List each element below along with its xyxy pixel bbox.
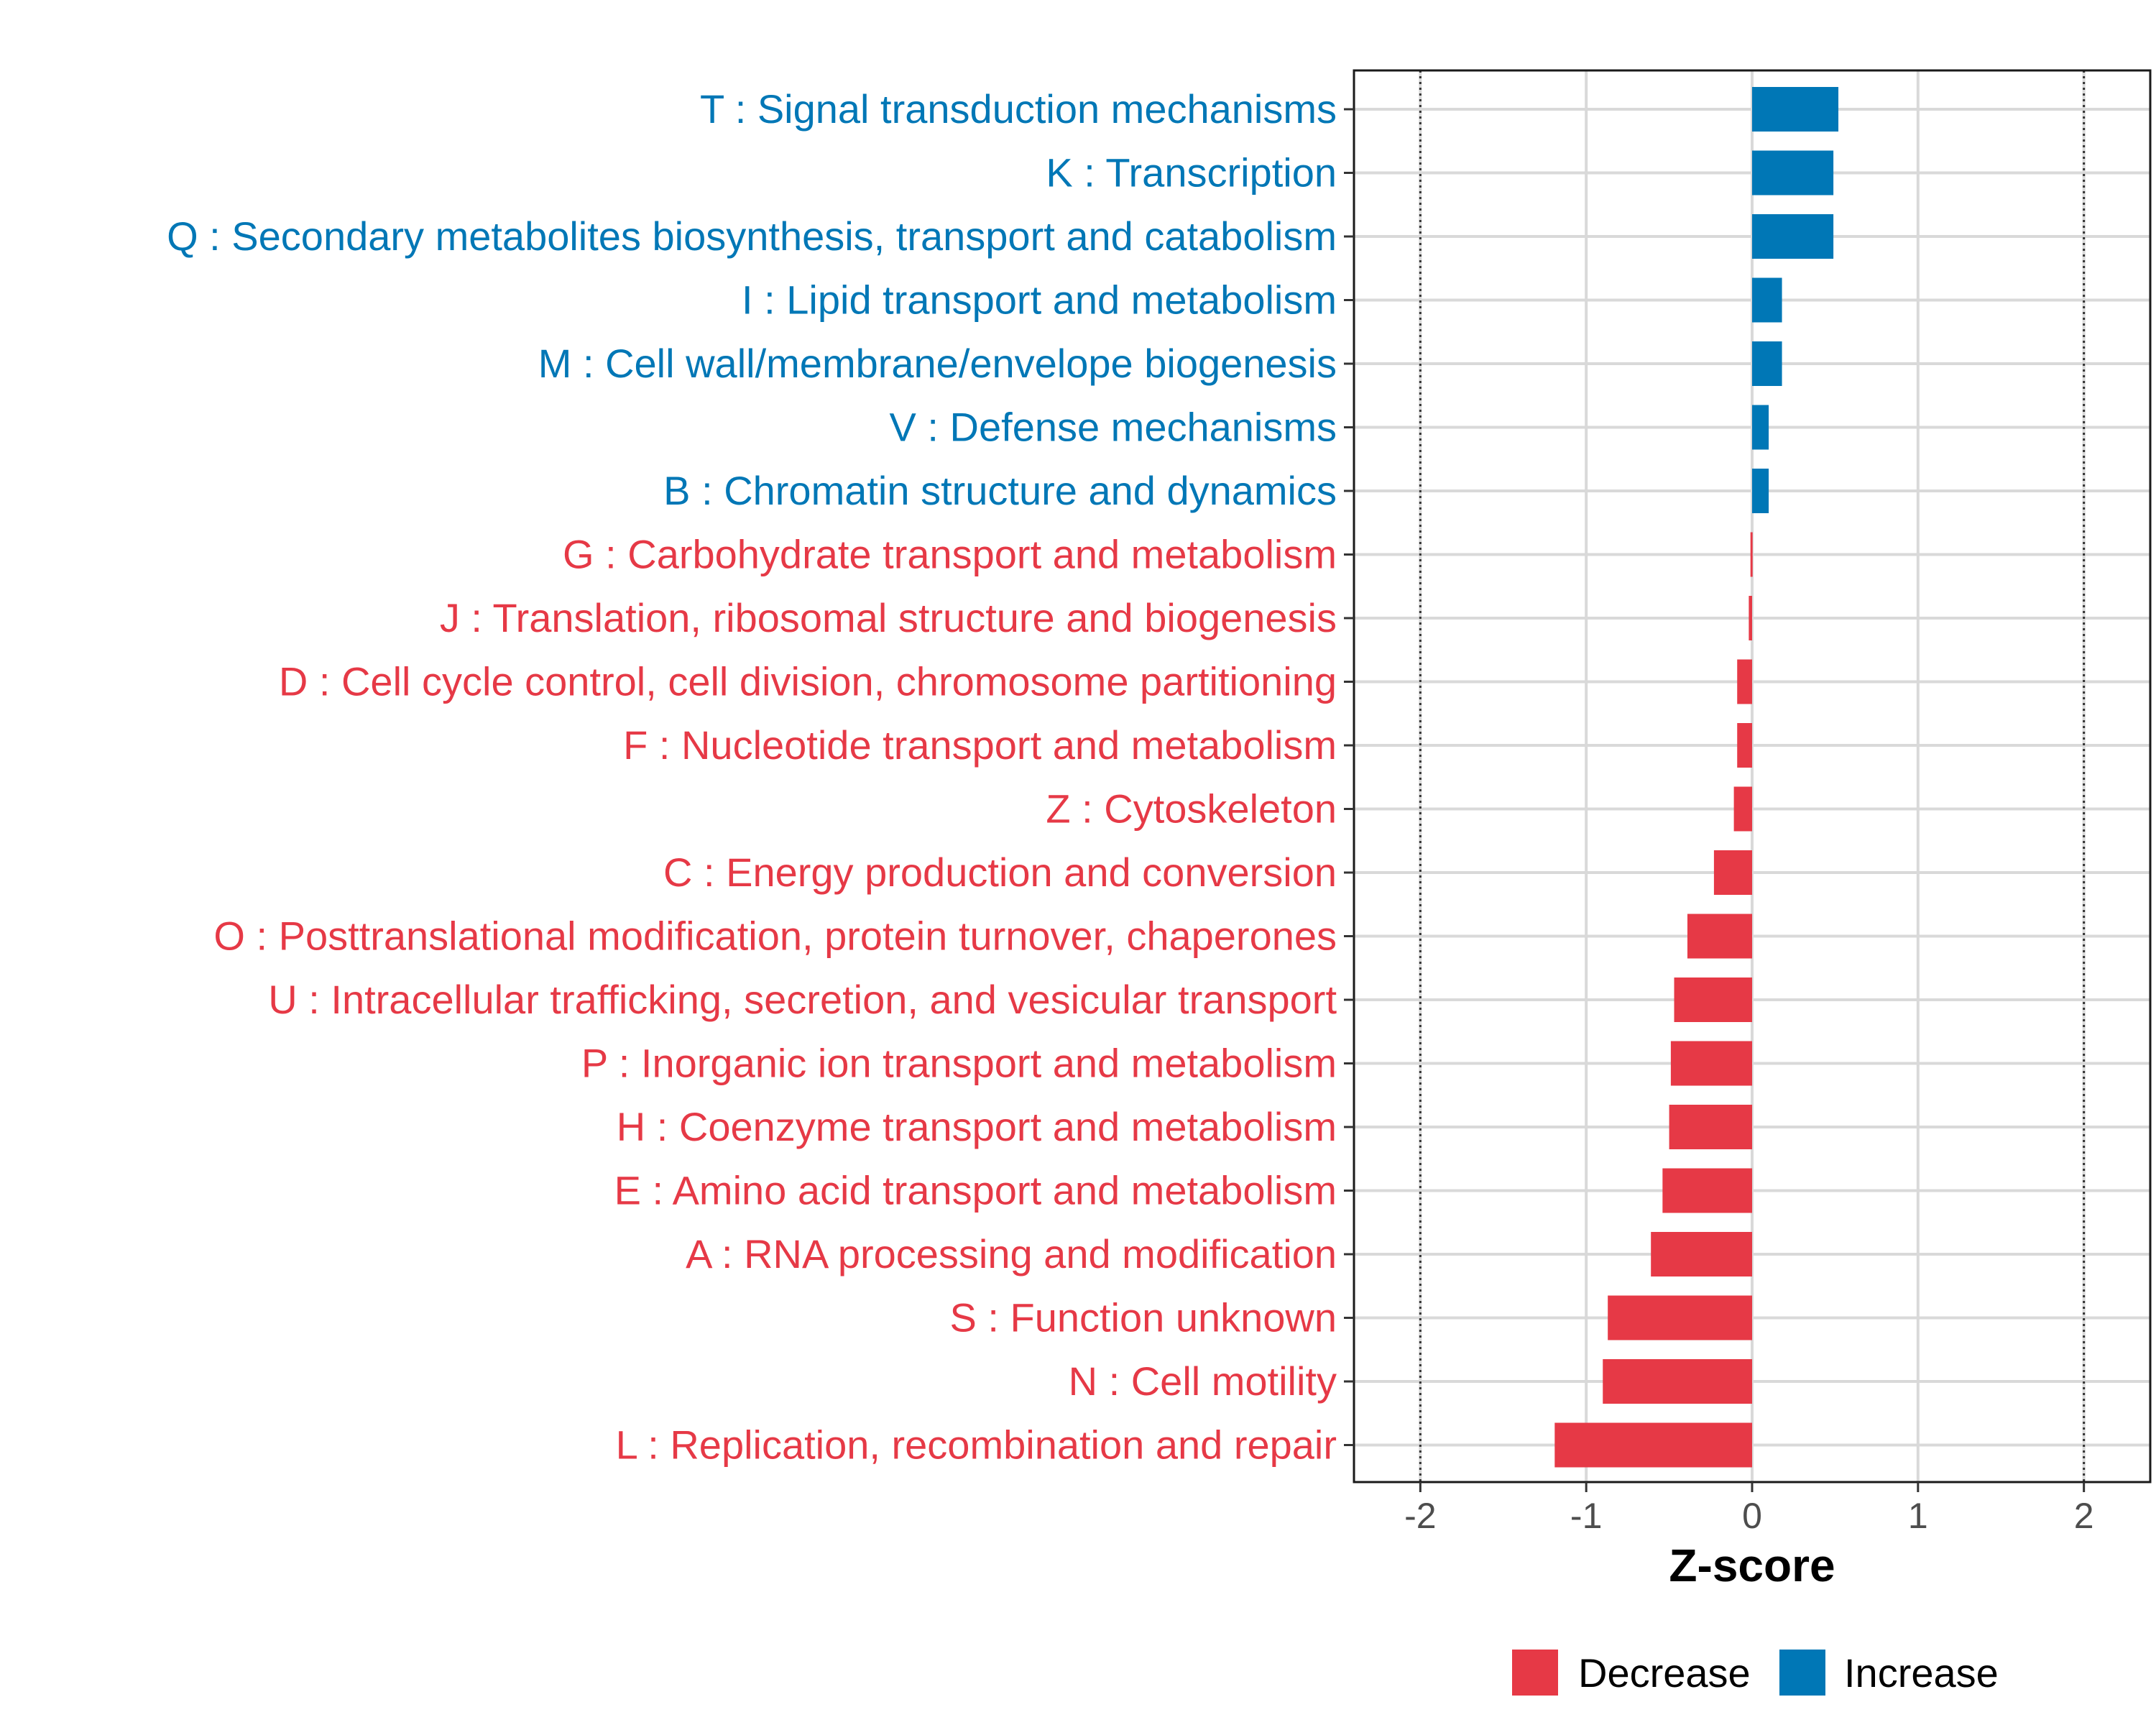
x-axis-title: Z-score (1669, 1540, 1835, 1591)
legend-label-decrease: Decrease (1578, 1650, 1751, 1696)
category-label: K : Transcription (1046, 150, 1337, 196)
legend-label-increase: Increase (1844, 1650, 1999, 1696)
category-label: F : Nucleotide transport and metabolism (623, 722, 1337, 768)
category-label: M : Cell wall/membrane/envelope biogenes… (538, 341, 1337, 386)
bar (1651, 1232, 1752, 1276)
legend-swatch-increase (1779, 1650, 1825, 1696)
bar (1662, 1168, 1752, 1213)
x-tick-label: 1 (1908, 1496, 1928, 1536)
category-label: I : Lipid transport and metabolism (742, 277, 1337, 323)
bar (1749, 596, 1752, 640)
category-label: A : RNA processing and modification (686, 1231, 1337, 1276)
x-tick-label: -2 (1404, 1496, 1436, 1536)
bar (1752, 341, 1782, 386)
bar (1752, 150, 1834, 196)
category-label: Z : Cytoskeleton (1046, 786, 1337, 832)
bar (1750, 532, 1753, 577)
x-tick-label: 0 (1742, 1496, 1762, 1536)
bar (1669, 1105, 1752, 1149)
category-label: O : Posttranslational modification, prot… (213, 914, 1337, 959)
y-axis: T : Signal transduction mechanisms K : Tr… (167, 86, 1354, 1468)
category-label: V : Defense mechanisms (890, 405, 1337, 450)
bar (1737, 659, 1752, 704)
category-label: J : Translation, ribosomal structure and… (440, 595, 1337, 640)
category-label: T : Signal transduction mechanisms (700, 86, 1337, 132)
bar (1554, 1422, 1752, 1468)
category-label: P : Inorganic ion transport and metaboli… (581, 1041, 1337, 1086)
category-label: C : Energy production and conversion (663, 850, 1337, 895)
bar (1752, 87, 1839, 132)
legend-swatch-decrease (1512, 1650, 1558, 1696)
bar (1608, 1295, 1752, 1340)
x-tick-label: -1 (1570, 1496, 1602, 1536)
category-label: B : Chromatin structure and dynamics (663, 468, 1337, 513)
x-tick-label: 2 (2074, 1496, 2094, 1536)
category-label: U : Intracellular trafficking, secretion… (268, 977, 1337, 1022)
bar (1713, 850, 1752, 895)
bar (1752, 405, 1769, 450)
bar (1752, 277, 1782, 323)
category-label: H : Coenzyme transport and metabolism (617, 1104, 1337, 1149)
bar (1733, 786, 1752, 832)
bar (1674, 978, 1752, 1022)
x-axis: -2 -1 0 1 2 (1404, 1482, 2094, 1536)
bar (1603, 1359, 1752, 1404)
bar (1752, 214, 1834, 259)
category-label: Q : Secondary metabolites biosynthesis, … (167, 213, 1337, 259)
category-label: E : Amino acid transport and metabolism (614, 1168, 1337, 1213)
bar (1752, 469, 1769, 513)
category-label: D : Cell cycle control, cell division, c… (279, 659, 1337, 704)
bar (1687, 914, 1752, 959)
category-label: S : Function unknown (949, 1295, 1337, 1340)
bar (1670, 1041, 1752, 1086)
category-label: L : Replication, recombination and repai… (616, 1422, 1337, 1468)
bar (1737, 723, 1752, 768)
legend: Decrease Increase (1512, 1650, 1999, 1696)
bars (1554, 87, 1839, 1468)
category-label: G : Carbohydrate transport and metabolis… (563, 532, 1337, 577)
category-label: N : Cell motility (1069, 1358, 1337, 1404)
